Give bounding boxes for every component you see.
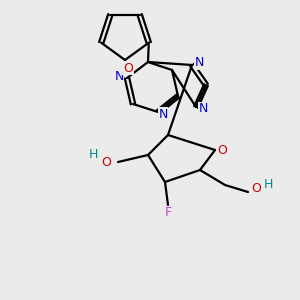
Text: O: O	[101, 155, 111, 169]
Text: N: N	[114, 70, 124, 83]
Text: N: N	[198, 103, 208, 116]
Text: H: H	[88, 148, 98, 161]
Text: N: N	[158, 107, 168, 121]
Text: N: N	[194, 56, 204, 70]
Text: F: F	[164, 206, 172, 220]
Text: H: H	[263, 178, 273, 190]
Text: O: O	[123, 61, 133, 74]
Text: O: O	[217, 143, 227, 157]
Text: O: O	[251, 182, 261, 196]
